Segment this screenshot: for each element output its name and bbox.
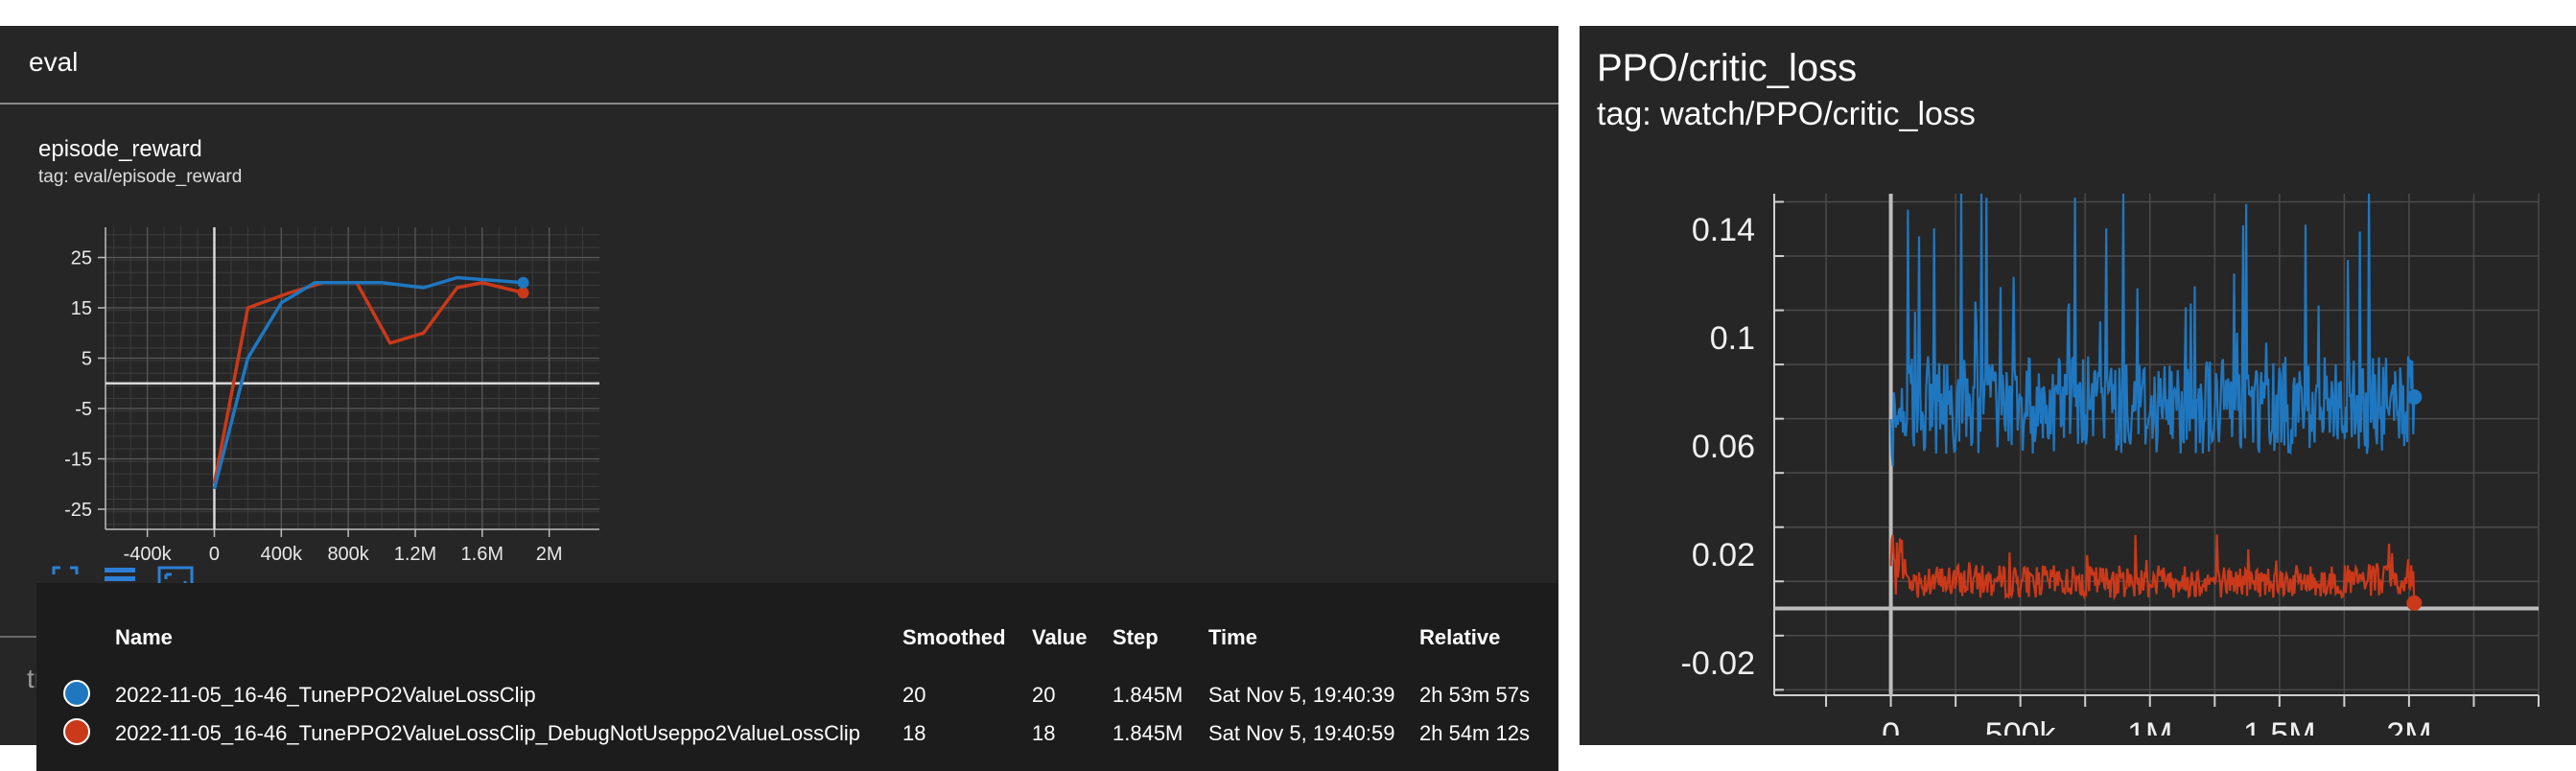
x-tick-label: 1.2M bbox=[394, 544, 436, 565]
y-tick-label: 15 bbox=[71, 298, 92, 319]
row-step: 1.845M bbox=[1112, 721, 1183, 745]
y-tick-label: -0.02 bbox=[1681, 645, 1756, 682]
tooltip-header-smoothed: Smoothed bbox=[902, 625, 1006, 649]
tooltip-header-name: Name bbox=[115, 625, 173, 649]
x-tick-label: -400k bbox=[124, 544, 173, 565]
series-line bbox=[1889, 193, 2416, 467]
section-title: eval bbox=[29, 47, 79, 77]
y-tick-label: 25 bbox=[71, 248, 92, 269]
y-tick-label: 0.06 bbox=[1692, 429, 1755, 465]
x-tick-label: 2M bbox=[2386, 716, 2431, 736]
series-line bbox=[1889, 534, 2416, 603]
series-line bbox=[212, 281, 524, 485]
row-relative: 2h 53m 57s bbox=[1419, 683, 1530, 707]
series-end-point bbox=[2406, 595, 2423, 611]
x-tick-label: 800k bbox=[327, 544, 369, 565]
series-end-point bbox=[517, 287, 529, 299]
hover-tooltip: Name Smoothed Value Step Time Relative 2… bbox=[36, 583, 1558, 771]
x-tick-label: 1.5M bbox=[2243, 716, 2316, 736]
row-value: 18 bbox=[1032, 721, 1056, 745]
series-swatch bbox=[63, 680, 90, 707]
critic-loss-chart[interactable]: 0.14 0.1 0.06 0.02 -0.02 0 500k 1M 1.5M 2M bbox=[1580, 160, 2576, 736]
eval-section-header[interactable]: eval bbox=[0, 26, 1558, 105]
row-smoothed: 20 bbox=[902, 683, 926, 707]
series-end-point bbox=[2406, 389, 2423, 406]
tooltip-header-relative: Relative bbox=[1419, 625, 1501, 649]
chart-tag: tag: watch/PPO/critic_loss bbox=[1597, 96, 1976, 132]
series-swatch bbox=[63, 718, 90, 745]
series-end-point bbox=[517, 276, 529, 289]
x-tick-label: 2M bbox=[536, 544, 563, 565]
eval-panel: eval episode_reward tag: eval/episode_re… bbox=[0, 26, 1558, 771]
y-tick-label: -5 bbox=[75, 399, 92, 420]
row-value: 20 bbox=[1032, 683, 1056, 707]
row-smoothed: 18 bbox=[902, 721, 926, 745]
series-line bbox=[212, 275, 524, 490]
tooltip-header-time: Time bbox=[1208, 625, 1257, 649]
y-tick-label: -25 bbox=[64, 500, 92, 521]
x-tick-label: 1.6M bbox=[461, 544, 503, 565]
x-tick-label: 0 bbox=[209, 544, 220, 565]
card-tag: tag: eval/episode_reward bbox=[38, 167, 243, 187]
fit-screen-icon[interactable] bbox=[52, 566, 79, 597]
tooltip-header-step: Step bbox=[1112, 625, 1159, 649]
row-time: Sat Nov 5, 19:40:59 bbox=[1208, 721, 1395, 745]
row-name: 2022-11-05_16-46_TunePPO2ValueLossClip bbox=[115, 683, 536, 707]
x-tick-label: 500k bbox=[1985, 716, 2057, 736]
row-name: 2022-11-05_16-46_TunePPO2ValueLossClip_D… bbox=[115, 721, 861, 745]
critic-loss-panel: PPO/critic_loss tag: watch/PPO/critic_lo… bbox=[1580, 26, 2576, 745]
y-tick-label: 5 bbox=[82, 349, 92, 370]
row-relative: 2h 54m 12s bbox=[1419, 721, 1530, 745]
x-tick-label: 1M bbox=[2127, 716, 2172, 736]
episode-reward-chart[interactable]: 25 15 5 -5 -15 -25 -400k 0 400k 800k 1.2M 1.6M 2M bbox=[38, 199, 633, 592]
y-tick-label: 0.02 bbox=[1692, 537, 1755, 573]
y-tick-label: 0.14 bbox=[1692, 212, 1755, 248]
x-tick-label: 400k bbox=[261, 544, 303, 565]
y-tick-label: 0.1 bbox=[1710, 320, 1755, 357]
tooltip-header-value: Value bbox=[1032, 625, 1088, 649]
card-title: episode_reward bbox=[38, 136, 202, 162]
row-step: 1.845M bbox=[1112, 683, 1183, 707]
chart-title: PPO/critic_loss bbox=[1597, 47, 1858, 89]
row-time: Sat Nov 5, 19:40:39 bbox=[1208, 683, 1395, 707]
y-tick-label: -15 bbox=[64, 450, 92, 471]
x-tick-label: 0 bbox=[1882, 716, 1900, 736]
